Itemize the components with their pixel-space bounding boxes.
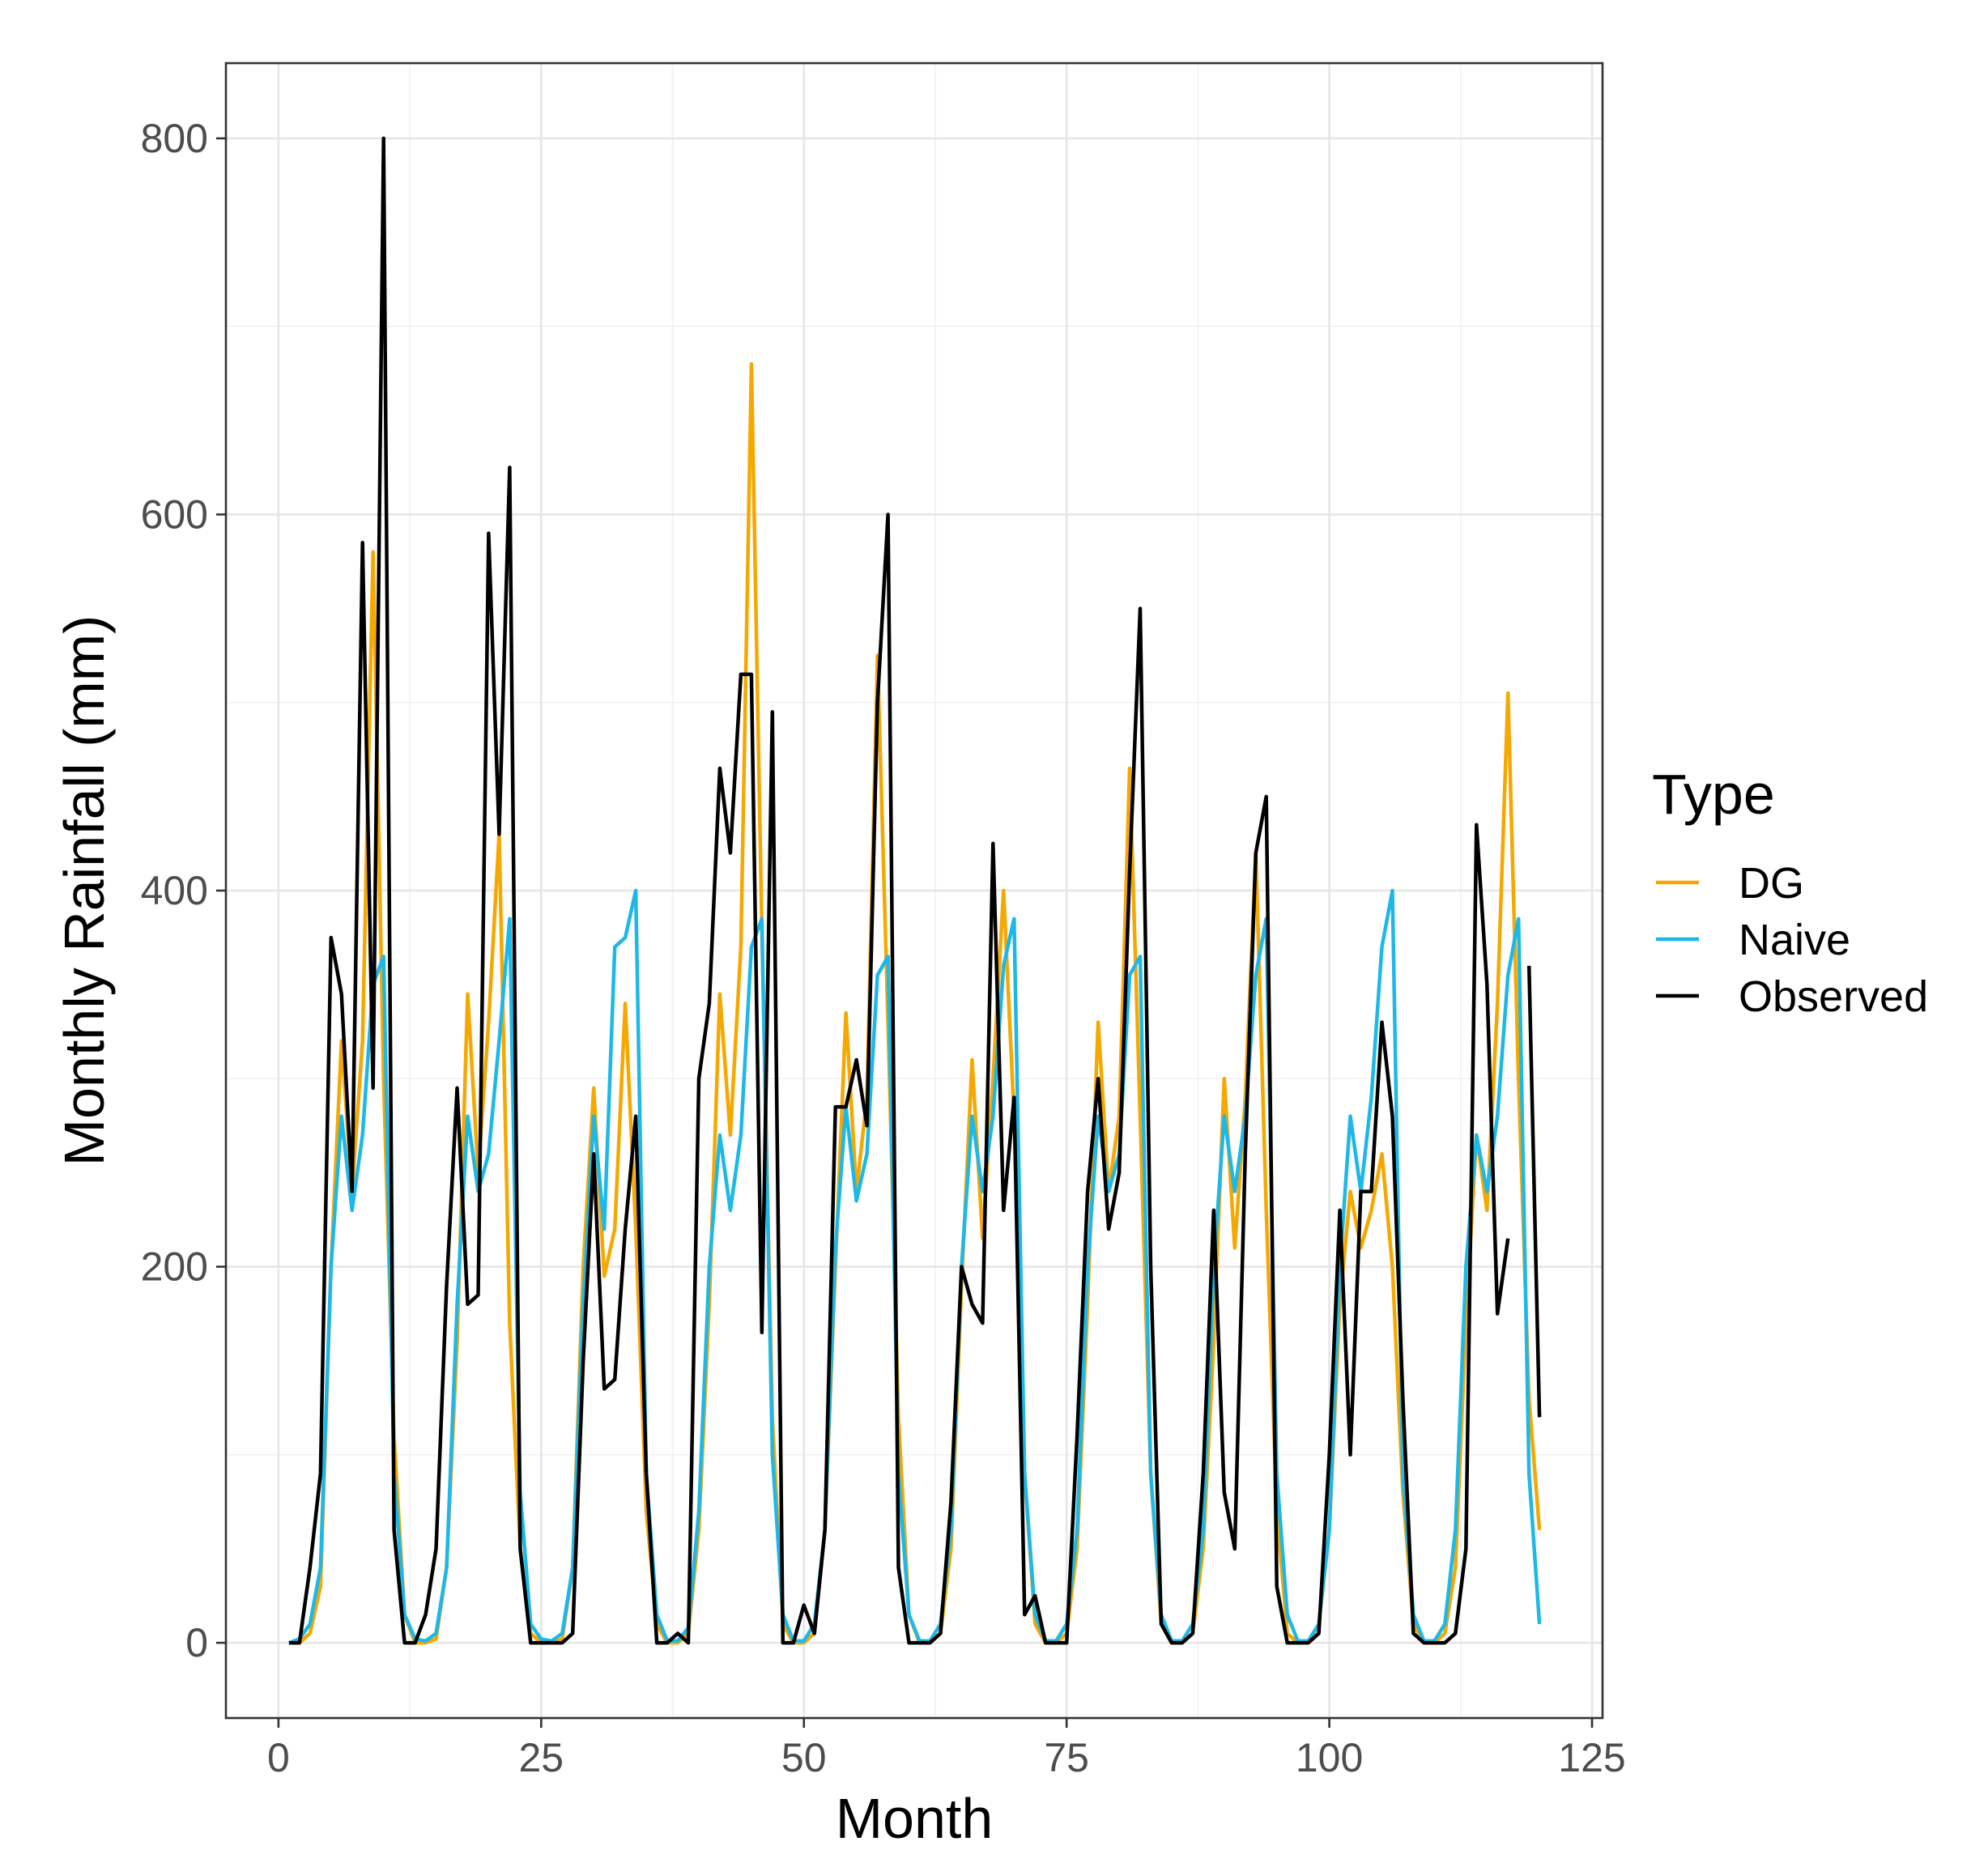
x-tick-label: 25 xyxy=(519,1735,564,1780)
series-line-naive xyxy=(288,888,1542,1645)
x-tick-label: 125 xyxy=(1558,1735,1625,1780)
series-line-observed xyxy=(288,136,1542,1645)
x-tick-label: 75 xyxy=(1044,1735,1089,1780)
x-axis-title: Month xyxy=(836,1787,994,1850)
x-tick-label: 50 xyxy=(781,1735,827,1780)
legend-title: Type xyxy=(1652,763,1775,826)
legend: Type DG Naive Observed xyxy=(1652,763,1928,1021)
major-gridlines xyxy=(226,63,1603,1718)
legend-label-naive: Naive xyxy=(1739,916,1850,964)
x-tick-label: 0 xyxy=(267,1735,290,1780)
y-axis-title: Monthly Rainfall (mm) xyxy=(53,615,116,1167)
y-tick-label: 800 xyxy=(141,116,208,161)
y-tick-label: 400 xyxy=(141,868,208,913)
series-lines xyxy=(288,136,1542,1645)
y-tick-label: 600 xyxy=(141,491,208,537)
y-axis-ticks: 0 200 400 600 800 xyxy=(141,116,226,1665)
y-tick-label: 0 xyxy=(185,1620,208,1665)
legend-label-dg: DG xyxy=(1739,859,1804,908)
legend-label-observed: Observed xyxy=(1739,972,1928,1021)
y-tick-label: 200 xyxy=(141,1244,208,1290)
x-axis-ticks: 0 25 50 75 100 125 xyxy=(267,1718,1626,1780)
x-tick-label: 100 xyxy=(1296,1735,1363,1780)
